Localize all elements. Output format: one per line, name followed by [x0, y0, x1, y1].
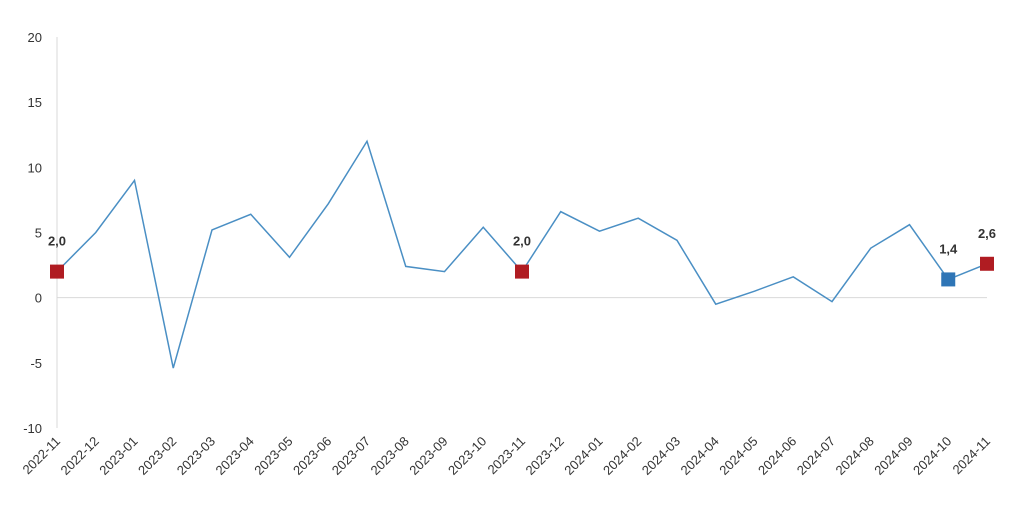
x-tick-label: 2024-01	[561, 434, 605, 478]
marker	[515, 264, 529, 279]
x-tick-label: 2023-04	[213, 434, 257, 478]
x-tick-label: 2024-09	[871, 434, 915, 478]
x-tick-label: 2023-09	[406, 434, 450, 478]
data-label: 2,0	[513, 234, 531, 249]
x-tick-label: 2024-11	[949, 434, 993, 478]
y-tick-label: 20	[28, 30, 42, 45]
x-tick-label: 2023-03	[174, 434, 218, 478]
line	[56, 139, 988, 369]
x-tick-label: 2023-11	[484, 434, 528, 478]
x-tick-label: 2023-10	[445, 434, 489, 478]
x-tick-label: 2024-07	[794, 434, 838, 478]
x-tick-label: 2024-02	[600, 434, 644, 478]
x-tick-label: 2023-05	[251, 434, 295, 478]
y-tick-label: -5	[30, 356, 42, 371]
y-tick-label: 5	[35, 226, 42, 241]
data-label: 2,0	[48, 234, 66, 249]
x-tick-label: 2022-11	[19, 434, 63, 478]
x-tick-label: 2023-12	[523, 434, 567, 478]
y-tick-label: 15	[28, 95, 42, 110]
x-tick-label: 2023-02	[135, 434, 179, 478]
x-tick-label: 2023-06	[290, 434, 334, 478]
x-tick-label: 2024-10	[910, 434, 954, 478]
marker	[50, 264, 64, 279]
x-tick-label: 2024-08	[833, 434, 877, 478]
marker	[941, 272, 956, 287]
x-tick-label: 2023-08	[368, 434, 412, 478]
x-tick-label: 2022-12	[58, 434, 102, 478]
y-tick-label: 10	[28, 160, 42, 175]
x-tick-label: 2024-06	[755, 434, 799, 478]
y-tick-label: -10	[23, 421, 42, 436]
x-tick-label: 2024-05	[716, 434, 760, 478]
x-tick-label: 2024-04	[678, 434, 722, 478]
data-label: 2,6	[978, 226, 996, 241]
data-label: 1,4	[939, 241, 958, 256]
marker	[980, 256, 994, 271]
x-tick-label: 2023-01	[96, 434, 140, 478]
x-tick-label: 2024-03	[639, 434, 683, 478]
x-tick-label: 2023-07	[329, 434, 373, 478]
y-tick-label: 0	[35, 291, 42, 306]
